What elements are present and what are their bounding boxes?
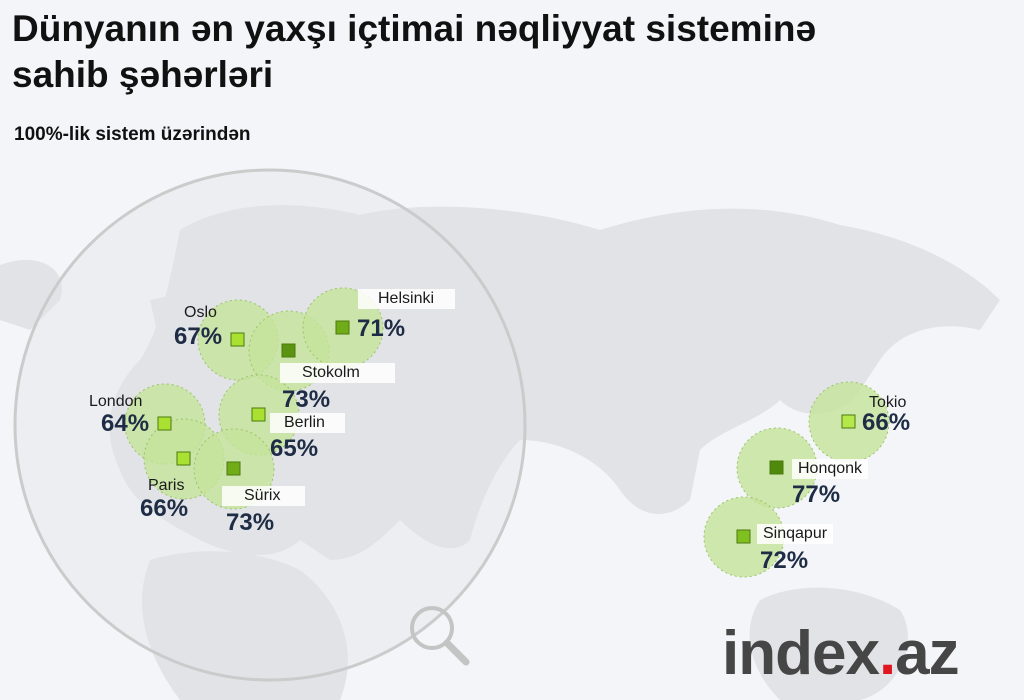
city-name-tokio: Tokio [869, 394, 907, 411]
city-name-london: London [89, 393, 143, 410]
city-score-oslo: 67% [174, 323, 223, 350]
logo-tld: az [895, 619, 959, 688]
page-subtitle: 100%-lik sistem üzərindən [14, 124, 251, 145]
magnifier-icon [410, 606, 470, 666]
logo-dot: . [878, 619, 896, 688]
city-score-surix: 73% [226, 509, 275, 536]
marker-london [157, 416, 172, 431]
city-name-helsinki: Helsinki [358, 289, 455, 309]
city-name-sinqapur: Sinqapur [757, 524, 834, 544]
marker-helsinki [335, 320, 350, 335]
city-name-honqonk: Honqonk [792, 459, 869, 479]
marker-paris [176, 451, 191, 466]
marker-oslo [230, 332, 245, 347]
city-score-sinqapur: 72% [760, 547, 809, 574]
city-name-oslo: Oslo [184, 304, 217, 321]
city-score-berlin: 65% [270, 435, 319, 462]
city-name-berlin: Berlin [270, 413, 345, 433]
city-score-helsinki: 71% [357, 315, 406, 342]
city-name-stokolm: Stokolm [280, 363, 395, 383]
marker-honqonk [769, 460, 784, 475]
city-score-stokolm: 73% [282, 386, 331, 413]
city-score-honqonk: 77% [792, 481, 841, 508]
marker-berlin [251, 407, 266, 422]
city-score-london: 64% [101, 410, 150, 437]
page-title: Dünyanın ən yaxşı içtimai nəqliyyat sist… [12, 8, 817, 95]
marker-tokio [841, 414, 856, 429]
index-az-logo: index.az [722, 618, 960, 689]
city-score-paris: 66% [140, 495, 189, 522]
city-name-surix: Sürix [222, 486, 305, 506]
city-markers [157, 320, 856, 544]
marker-sinqapur [736, 529, 751, 544]
marker-stokolm [281, 343, 296, 358]
logo-main: index [722, 619, 880, 688]
city-name-paris: Paris [148, 477, 185, 494]
marker-surix [226, 461, 241, 476]
city-score-tokio: 66% [862, 409, 911, 436]
